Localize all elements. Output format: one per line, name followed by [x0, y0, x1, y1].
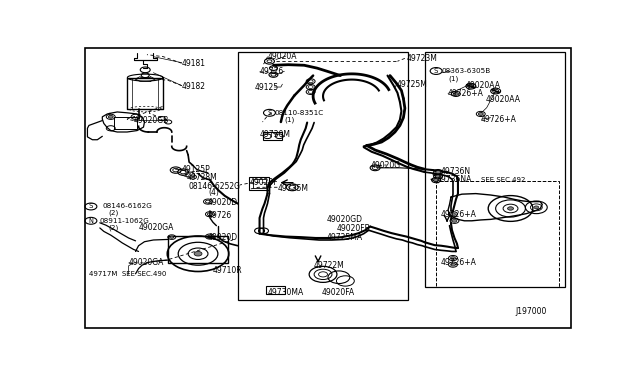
Text: 49736N: 49736N	[441, 167, 471, 176]
Text: S: S	[89, 203, 93, 209]
Circle shape	[452, 219, 457, 222]
Bar	[436, 181, 559, 287]
Text: 49725M: 49725M	[396, 80, 428, 89]
Text: 49723M: 49723M	[406, 54, 437, 63]
Text: 49181: 49181	[182, 59, 205, 68]
Text: 08911-1062G: 08911-1062G	[100, 218, 150, 224]
Bar	[253, 179, 266, 189]
Bar	[237, 52, 408, 300]
Text: 08363-6305B: 08363-6305B	[441, 68, 490, 74]
Text: (4): (4)	[208, 188, 219, 197]
Text: 49020A: 49020A	[268, 52, 297, 61]
Circle shape	[108, 115, 113, 118]
Text: 08146-6162G: 08146-6162G	[102, 203, 152, 209]
Circle shape	[454, 93, 458, 95]
Text: 49020FB: 49020FB	[337, 224, 371, 233]
Text: (2): (2)	[109, 210, 119, 216]
Text: 49717M  SEE SEC.490: 49717M SEE SEC.490	[89, 271, 166, 278]
Circle shape	[436, 171, 440, 173]
Text: (1): (1)	[284, 116, 294, 123]
Text: 49726: 49726	[260, 67, 284, 76]
Bar	[249, 177, 269, 190]
Circle shape	[508, 207, 513, 210]
Text: 49736NA: 49736NA	[436, 175, 472, 185]
Circle shape	[194, 251, 202, 256]
Text: (1): (1)	[448, 75, 458, 82]
Circle shape	[434, 179, 438, 182]
Text: 49730MA: 49730MA	[268, 288, 304, 297]
Circle shape	[451, 257, 456, 260]
Text: 49020GB: 49020GB	[134, 116, 169, 125]
Text: 49730M: 49730M	[260, 130, 291, 140]
Text: 49182: 49182	[182, 82, 205, 91]
Text: 49726+A: 49726+A	[441, 210, 477, 219]
Text: 49020F: 49020F	[250, 178, 278, 187]
Text: 08110-8351C: 08110-8351C	[275, 110, 324, 116]
Text: 49125: 49125	[255, 83, 278, 92]
Text: 49728M: 49728M	[187, 173, 218, 182]
Text: 49710R: 49710R	[213, 266, 243, 275]
Bar	[266, 286, 285, 294]
Text: 49725MA: 49725MA	[327, 232, 363, 242]
Bar	[262, 132, 282, 140]
Text: 49726: 49726	[208, 211, 232, 221]
Text: 49020D: 49020D	[208, 234, 238, 243]
Text: 49735M: 49735M	[277, 184, 308, 193]
Text: 49722M: 49722M	[314, 261, 345, 270]
Text: 49020GD: 49020GD	[327, 215, 363, 224]
Text: 49726+A: 49726+A	[441, 259, 477, 267]
Circle shape	[534, 206, 539, 209]
Text: 49020G: 49020G	[370, 161, 400, 170]
Text: S: S	[268, 110, 271, 116]
Text: N: N	[88, 218, 93, 224]
Text: (2): (2)	[109, 224, 119, 231]
Text: 49020D: 49020D	[208, 198, 238, 207]
Text: 49020AA: 49020AA	[466, 81, 501, 90]
Circle shape	[451, 213, 456, 216]
Circle shape	[436, 175, 440, 178]
Circle shape	[451, 263, 456, 266]
Text: 49020FA: 49020FA	[322, 288, 355, 297]
Bar	[168, 236, 228, 263]
Text: 08146-6252G: 08146-6252G	[188, 182, 240, 191]
Text: 49125P: 49125P	[182, 165, 211, 174]
Text: 49020AA: 49020AA	[486, 95, 521, 104]
Text: 49726+A: 49726+A	[448, 89, 484, 99]
Text: SEE SEC.492: SEE SEC.492	[481, 177, 525, 183]
Text: J197000: J197000	[515, 307, 547, 316]
Bar	[425, 52, 565, 287]
Text: S: S	[434, 68, 438, 74]
Circle shape	[478, 112, 483, 115]
Text: 49020GA: 49020GA	[129, 259, 164, 267]
Text: 49726+A: 49726+A	[481, 115, 516, 124]
Text: 49020GA: 49020GA	[138, 223, 174, 232]
Circle shape	[170, 236, 173, 238]
